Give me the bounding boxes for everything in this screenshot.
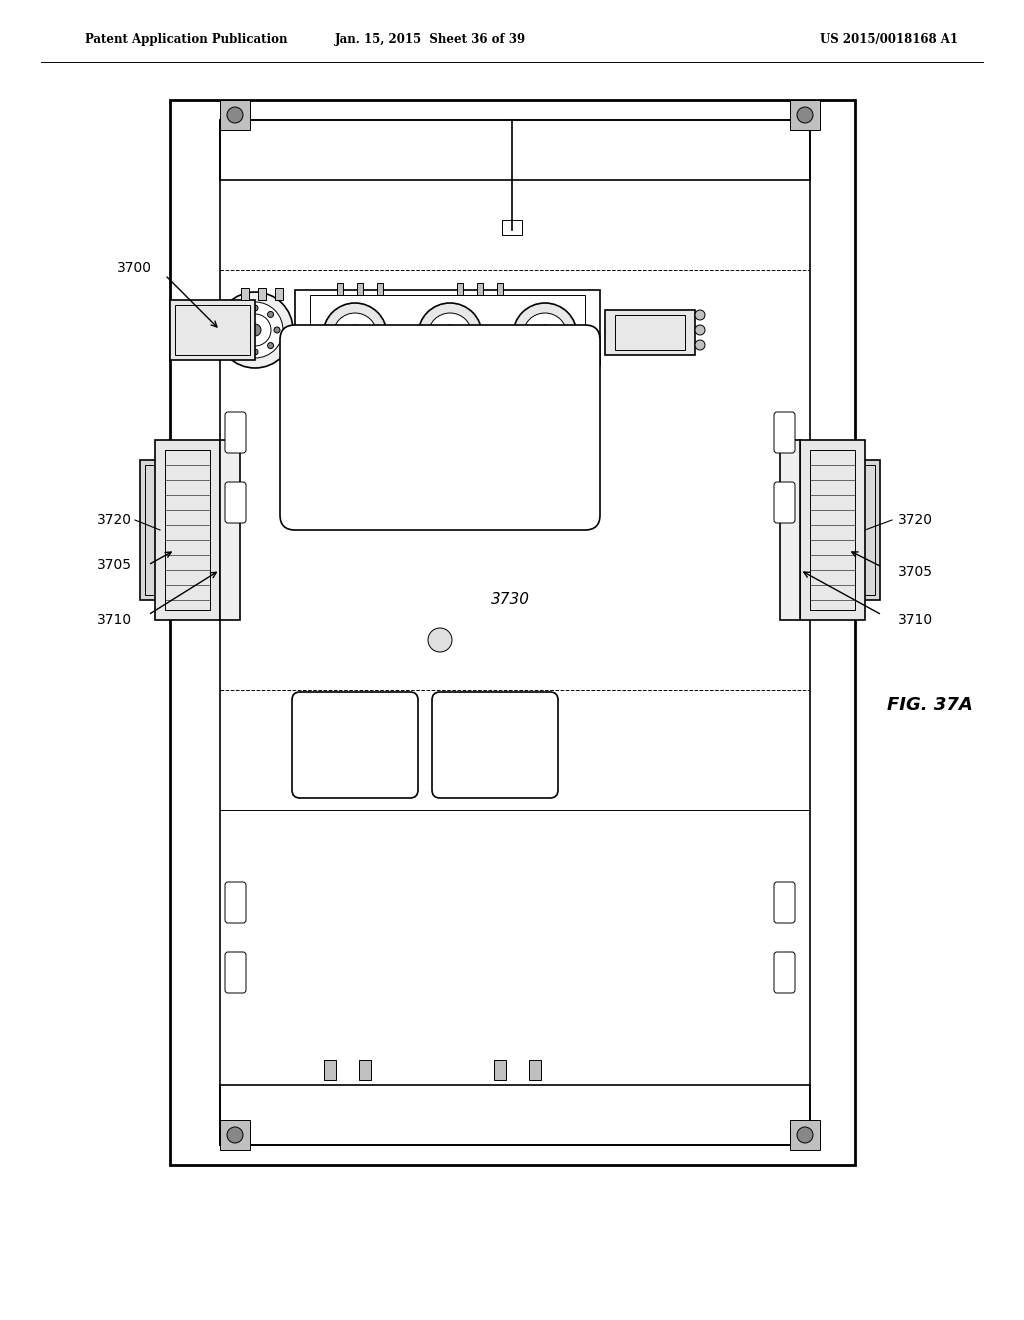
Circle shape: [502, 370, 522, 389]
Circle shape: [513, 304, 577, 367]
Bar: [494, 1060, 506, 1080]
FancyBboxPatch shape: [774, 412, 795, 453]
Circle shape: [217, 292, 293, 368]
Bar: [359, 1060, 371, 1080]
Bar: [220, 440, 240, 620]
Circle shape: [237, 343, 243, 348]
Bar: [477, 282, 483, 294]
Bar: [295, 290, 600, 366]
FancyBboxPatch shape: [280, 325, 600, 531]
Bar: [165, 450, 210, 610]
Circle shape: [230, 327, 236, 333]
Bar: [324, 1060, 336, 1080]
FancyBboxPatch shape: [432, 692, 558, 799]
Bar: [810, 450, 855, 610]
Bar: [175, 305, 250, 355]
Bar: [790, 100, 820, 129]
Text: 3705: 3705: [898, 565, 933, 579]
Bar: [220, 120, 810, 180]
Bar: [457, 282, 463, 294]
Circle shape: [333, 313, 377, 356]
Text: 3705: 3705: [97, 558, 132, 572]
FancyBboxPatch shape: [225, 882, 246, 923]
Text: 3710: 3710: [97, 612, 132, 627]
Circle shape: [695, 310, 705, 319]
Circle shape: [249, 323, 261, 337]
Bar: [310, 294, 585, 360]
Bar: [357, 282, 362, 294]
Circle shape: [418, 304, 482, 367]
Bar: [241, 288, 249, 300]
FancyBboxPatch shape: [774, 882, 795, 923]
Text: 3700: 3700: [117, 261, 152, 275]
Bar: [220, 1119, 250, 1150]
Circle shape: [227, 107, 243, 123]
Circle shape: [274, 327, 280, 333]
Bar: [377, 282, 383, 294]
Bar: [220, 1085, 810, 1144]
Circle shape: [252, 305, 258, 312]
Bar: [800, 440, 865, 620]
Circle shape: [535, 325, 555, 345]
Circle shape: [239, 314, 271, 346]
FancyBboxPatch shape: [225, 412, 246, 453]
Text: 3720: 3720: [898, 513, 933, 527]
Bar: [170, 100, 855, 1166]
Bar: [220, 120, 810, 1144]
Circle shape: [227, 1127, 243, 1143]
Circle shape: [237, 312, 243, 317]
Circle shape: [428, 313, 472, 356]
Bar: [337, 282, 343, 294]
Circle shape: [797, 107, 813, 123]
Bar: [790, 1119, 820, 1150]
FancyBboxPatch shape: [292, 692, 418, 799]
FancyBboxPatch shape: [774, 482, 795, 523]
Circle shape: [267, 343, 273, 348]
Bar: [615, 315, 685, 350]
Bar: [220, 100, 250, 129]
Bar: [155, 440, 220, 620]
Circle shape: [267, 312, 273, 317]
Bar: [275, 288, 283, 300]
Circle shape: [323, 304, 387, 367]
Text: Jan. 15, 2015  Sheet 36 of 39: Jan. 15, 2015 Sheet 36 of 39: [335, 33, 525, 46]
Bar: [800, 459, 880, 601]
Text: 3710: 3710: [898, 612, 933, 627]
Text: 3720: 3720: [97, 513, 132, 527]
Bar: [605, 310, 695, 355]
Bar: [529, 1060, 541, 1080]
Text: 3730: 3730: [490, 593, 529, 607]
FancyBboxPatch shape: [225, 482, 246, 523]
FancyBboxPatch shape: [774, 952, 795, 993]
Circle shape: [695, 325, 705, 335]
Circle shape: [252, 348, 258, 355]
Text: US 2015/0018168 A1: US 2015/0018168 A1: [820, 33, 958, 46]
Bar: [258, 288, 266, 300]
Bar: [140, 459, 220, 601]
Circle shape: [440, 325, 460, 345]
Circle shape: [227, 302, 283, 358]
Bar: [145, 465, 215, 595]
Circle shape: [695, 341, 705, 350]
FancyBboxPatch shape: [225, 952, 246, 993]
Circle shape: [428, 628, 452, 652]
Bar: [805, 465, 874, 595]
Text: Patent Application Publication: Patent Application Publication: [85, 33, 288, 46]
Circle shape: [345, 325, 365, 345]
Bar: [780, 440, 800, 620]
Bar: [502, 220, 522, 235]
Text: FIG. 37A: FIG. 37A: [887, 696, 973, 714]
Bar: [170, 300, 255, 360]
Circle shape: [523, 313, 567, 356]
Circle shape: [797, 1127, 813, 1143]
Bar: [497, 282, 503, 294]
